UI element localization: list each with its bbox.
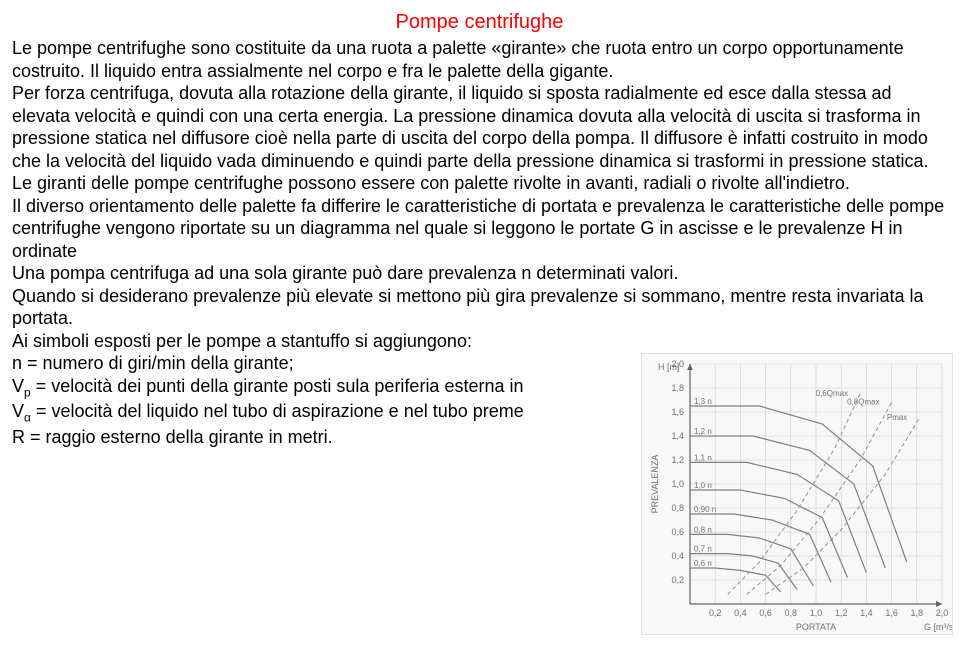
- svg-text:1,2 n: 1,2 n: [694, 427, 712, 436]
- para-1: Le pompe centrifughe sono costituite da …: [12, 38, 904, 81]
- svg-text:1,0: 1,0: [810, 608, 823, 618]
- svg-text:1,6: 1,6: [885, 608, 898, 618]
- svg-text:0,8Qmax: 0,8Qmax: [847, 397, 879, 406]
- svg-text:0,6: 0,6: [759, 608, 772, 618]
- svg-text:0,6 n: 0,6 n: [694, 559, 712, 568]
- svg-text:Pmax: Pmax: [887, 413, 907, 422]
- para-2: Per forza centrifuga, dovuta alla rotazi…: [12, 83, 929, 193]
- para-6: Ai simboli esposti per le pompe a stantu…: [12, 331, 472, 351]
- svg-text:1,0: 1,0: [671, 479, 684, 489]
- svg-text:0,4: 0,4: [734, 608, 747, 618]
- svg-text:1,2: 1,2: [671, 455, 684, 465]
- para-3: Il diverso orientamento delle palette fa…: [12, 196, 944, 261]
- svg-text:0,6: 0,6: [671, 527, 684, 537]
- svg-text:0,2: 0,2: [709, 608, 722, 618]
- svg-text:1,8: 1,8: [671, 383, 684, 393]
- svg-text:1,3 n: 1,3 n: [694, 397, 712, 406]
- svg-text:1,2: 1,2: [835, 608, 848, 618]
- para-4: Una pompa centrifuga ad una sola girante…: [12, 263, 678, 283]
- svg-text:1,0 n: 1,0 n: [694, 481, 712, 490]
- r-line: R = raggio esterno della girante in metr…: [12, 427, 333, 447]
- svg-text:0,8: 0,8: [785, 608, 798, 618]
- pump-chart: 0,2 0,4 0,6 0,8 1,0 1,2 1,4 1,6 1,8 2,0 0,2 0,4 0,6 0…: [641, 353, 953, 635]
- svg-text:2,0: 2,0: [936, 608, 949, 618]
- svg-text:0,8: 0,8: [671, 503, 684, 513]
- svg-text:0,8 n: 0,8 n: [694, 525, 712, 534]
- svg-text:0,4: 0,4: [671, 551, 684, 561]
- svg-text:0,7 n: 0,7 n: [694, 545, 712, 554]
- n-line: n = numero di giri/min della girante;: [12, 353, 294, 373]
- svg-text:1,1 n: 1,1 n: [694, 453, 712, 462]
- vp-sub: p: [24, 385, 31, 399]
- vp-line: Vp = velocità dei punti della girante po…: [12, 376, 524, 396]
- vp-pre: V: [12, 376, 24, 396]
- svg-text:1,4: 1,4: [671, 431, 684, 441]
- svg-text:PREVALENZA: PREVALENZA: [650, 455, 660, 514]
- page-title: Pompe centrifughe: [12, 10, 947, 35]
- vp-post: = velocità dei punti della girante posti…: [31, 376, 524, 396]
- svg-text:G [m³/s]: G [m³/s]: [924, 622, 952, 632]
- svg-text:0,2: 0,2: [671, 575, 684, 585]
- svg-text:H [m]: H [m]: [658, 362, 680, 372]
- va-post: = velocità del liquido nel tubo di aspir…: [31, 401, 524, 421]
- para-5: Quando si desiderano prevalenze più elev…: [12, 286, 924, 329]
- svg-text:0,6Qmax: 0,6Qmax: [816, 389, 848, 398]
- va-pre: V: [12, 401, 24, 421]
- svg-text:1,8: 1,8: [911, 608, 924, 618]
- svg-text:1,4: 1,4: [860, 608, 873, 618]
- va-sub: α: [24, 411, 31, 425]
- svg-text:1,6: 1,6: [671, 407, 684, 417]
- svg-text:0,90 n: 0,90 n: [694, 505, 716, 514]
- svg-text:PORTATA: PORTATA: [796, 622, 836, 632]
- va-line: Vα = velocità del liquido nel tubo di as…: [12, 401, 524, 421]
